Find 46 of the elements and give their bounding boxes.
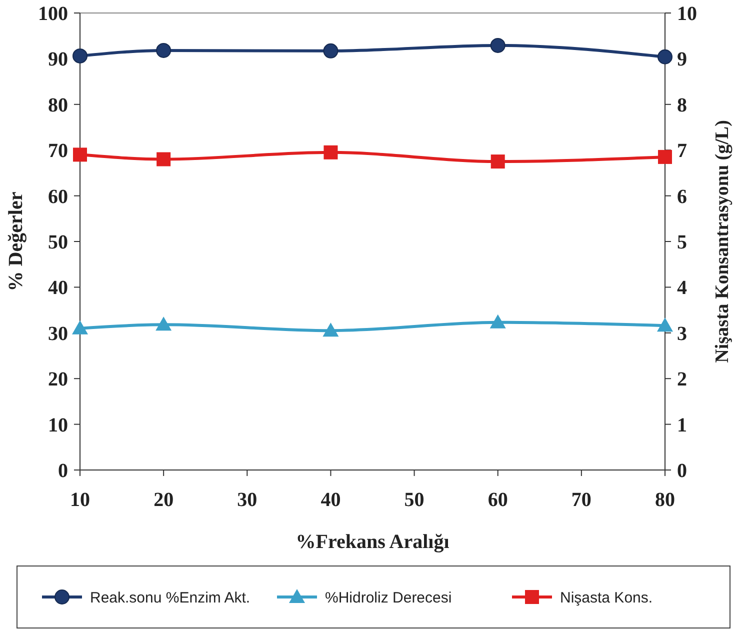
- y2-tick-label: 8: [677, 94, 687, 116]
- point: [156, 316, 172, 331]
- y2-tick-label: 0: [677, 460, 687, 482]
- y2-tick-label: 7: [677, 140, 687, 162]
- point: [490, 38, 506, 53]
- y-tick-label: 20: [48, 368, 68, 391]
- x-tick-label: 70: [571, 489, 592, 511]
- point: [156, 42, 172, 58]
- x-axis-title: %Frekans Aralığı: [296, 531, 450, 553]
- x-tick-label: 80: [655, 489, 675, 511]
- y-tick-label: 70: [48, 140, 68, 162]
- x-tick-label: 60: [488, 489, 508, 511]
- point: [72, 48, 88, 64]
- y2-tick-label: 3: [677, 322, 687, 345]
- y-tick-label: 0: [58, 460, 68, 482]
- y-tick-label: 40: [48, 277, 68, 300]
- y-tick-label: 10: [48, 414, 68, 436]
- y2-tick-label: 9: [677, 48, 687, 71]
- point: [323, 43, 338, 58]
- legend-label: %Hidroliz Derecesi: [325, 589, 452, 606]
- y2-tick-label: 1: [677, 414, 687, 436]
- y-tick-label: 50: [48, 232, 68, 254]
- legend-label: Nişasta Kons.: [560, 589, 653, 606]
- y-tick-label: 90: [48, 48, 68, 71]
- point: [322, 322, 339, 337]
- y2-tick-label: 2: [677, 368, 687, 391]
- point: [490, 314, 506, 328]
- y-tick-label: 60: [48, 186, 68, 208]
- x-tick-label: 50: [404, 489, 424, 511]
- y2-tick-label: 6: [677, 186, 687, 208]
- y2-tick-label: 5: [677, 232, 687, 254]
- y2-axis-title: Nişasta Konsantrasyonu (g/L): [712, 120, 733, 363]
- y-tick-label: 80: [48, 94, 68, 116]
- x-tick-label: 20: [154, 489, 174, 511]
- x-tick-label: 40: [320, 489, 341, 511]
- point: [658, 49, 672, 64]
- legend-label: Reak.sonu %Enzim Akt.: [90, 589, 250, 606]
- x-tick-label: 30: [237, 489, 258, 511]
- y2-tick-label: 4: [677, 277, 687, 300]
- y2-tick-label: 10: [677, 3, 697, 25]
- y-tick-label: 100: [38, 3, 68, 25]
- y-tick-label: 30: [48, 322, 68, 345]
- y-axis-title: % Değerler: [5, 192, 27, 292]
- point: [72, 320, 88, 334]
- point: [657, 318, 673, 332]
- x-tick-label: 10: [70, 489, 90, 511]
